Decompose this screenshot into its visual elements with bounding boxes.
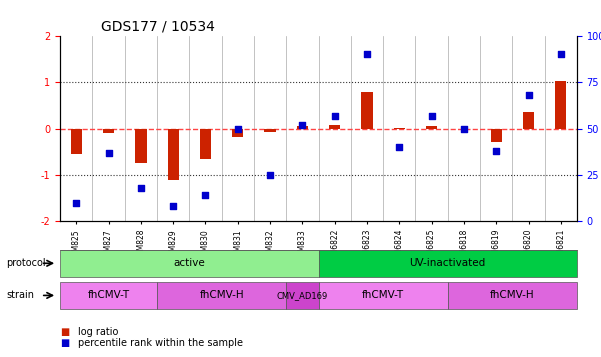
Bar [200,129,211,159]
Text: CMV_AD169: CMV_AD169 [276,291,328,300]
Text: ■: ■ [60,327,69,337]
Text: protocol: protocol [6,258,46,268]
Point [265,172,275,178]
Bar [297,126,308,129]
Point [362,51,372,57]
Point [201,192,210,198]
Point [427,113,436,119]
Point [72,200,81,206]
Point [233,126,243,131]
Point [556,51,566,57]
Bar [329,125,340,129]
Point [459,126,469,131]
Bar [103,129,114,133]
Point [297,122,307,128]
Point [330,113,340,119]
Text: percentile rank within the sample: percentile rank within the sample [78,338,243,348]
Text: GDS177 / 10534: GDS177 / 10534 [102,19,215,33]
Text: fhCMV-T: fhCMV-T [88,290,130,301]
Bar [394,127,405,129]
Bar [232,129,243,137]
Text: UV-inactivated: UV-inactivated [410,258,486,268]
Point [523,92,533,98]
Bar [490,129,502,142]
Point [492,148,501,154]
Bar [426,126,438,129]
Bar [70,129,82,154]
Point [136,185,145,191]
Text: log ratio: log ratio [78,327,118,337]
Text: strain: strain [6,290,34,301]
Bar [361,92,373,129]
Bar [135,129,147,163]
Bar [458,129,469,130]
Point [394,144,404,150]
Text: fhCMV-T: fhCMV-T [362,290,404,301]
Bar [264,129,276,132]
Point [104,150,114,156]
Text: ■: ■ [60,338,69,348]
Bar [168,129,179,180]
Text: active: active [174,258,205,268]
Point [168,203,178,209]
Bar [555,81,567,129]
Text: fhCMV-H: fhCMV-H [490,290,535,301]
Text: fhCMV-H: fhCMV-H [200,290,244,301]
Bar [523,112,534,129]
